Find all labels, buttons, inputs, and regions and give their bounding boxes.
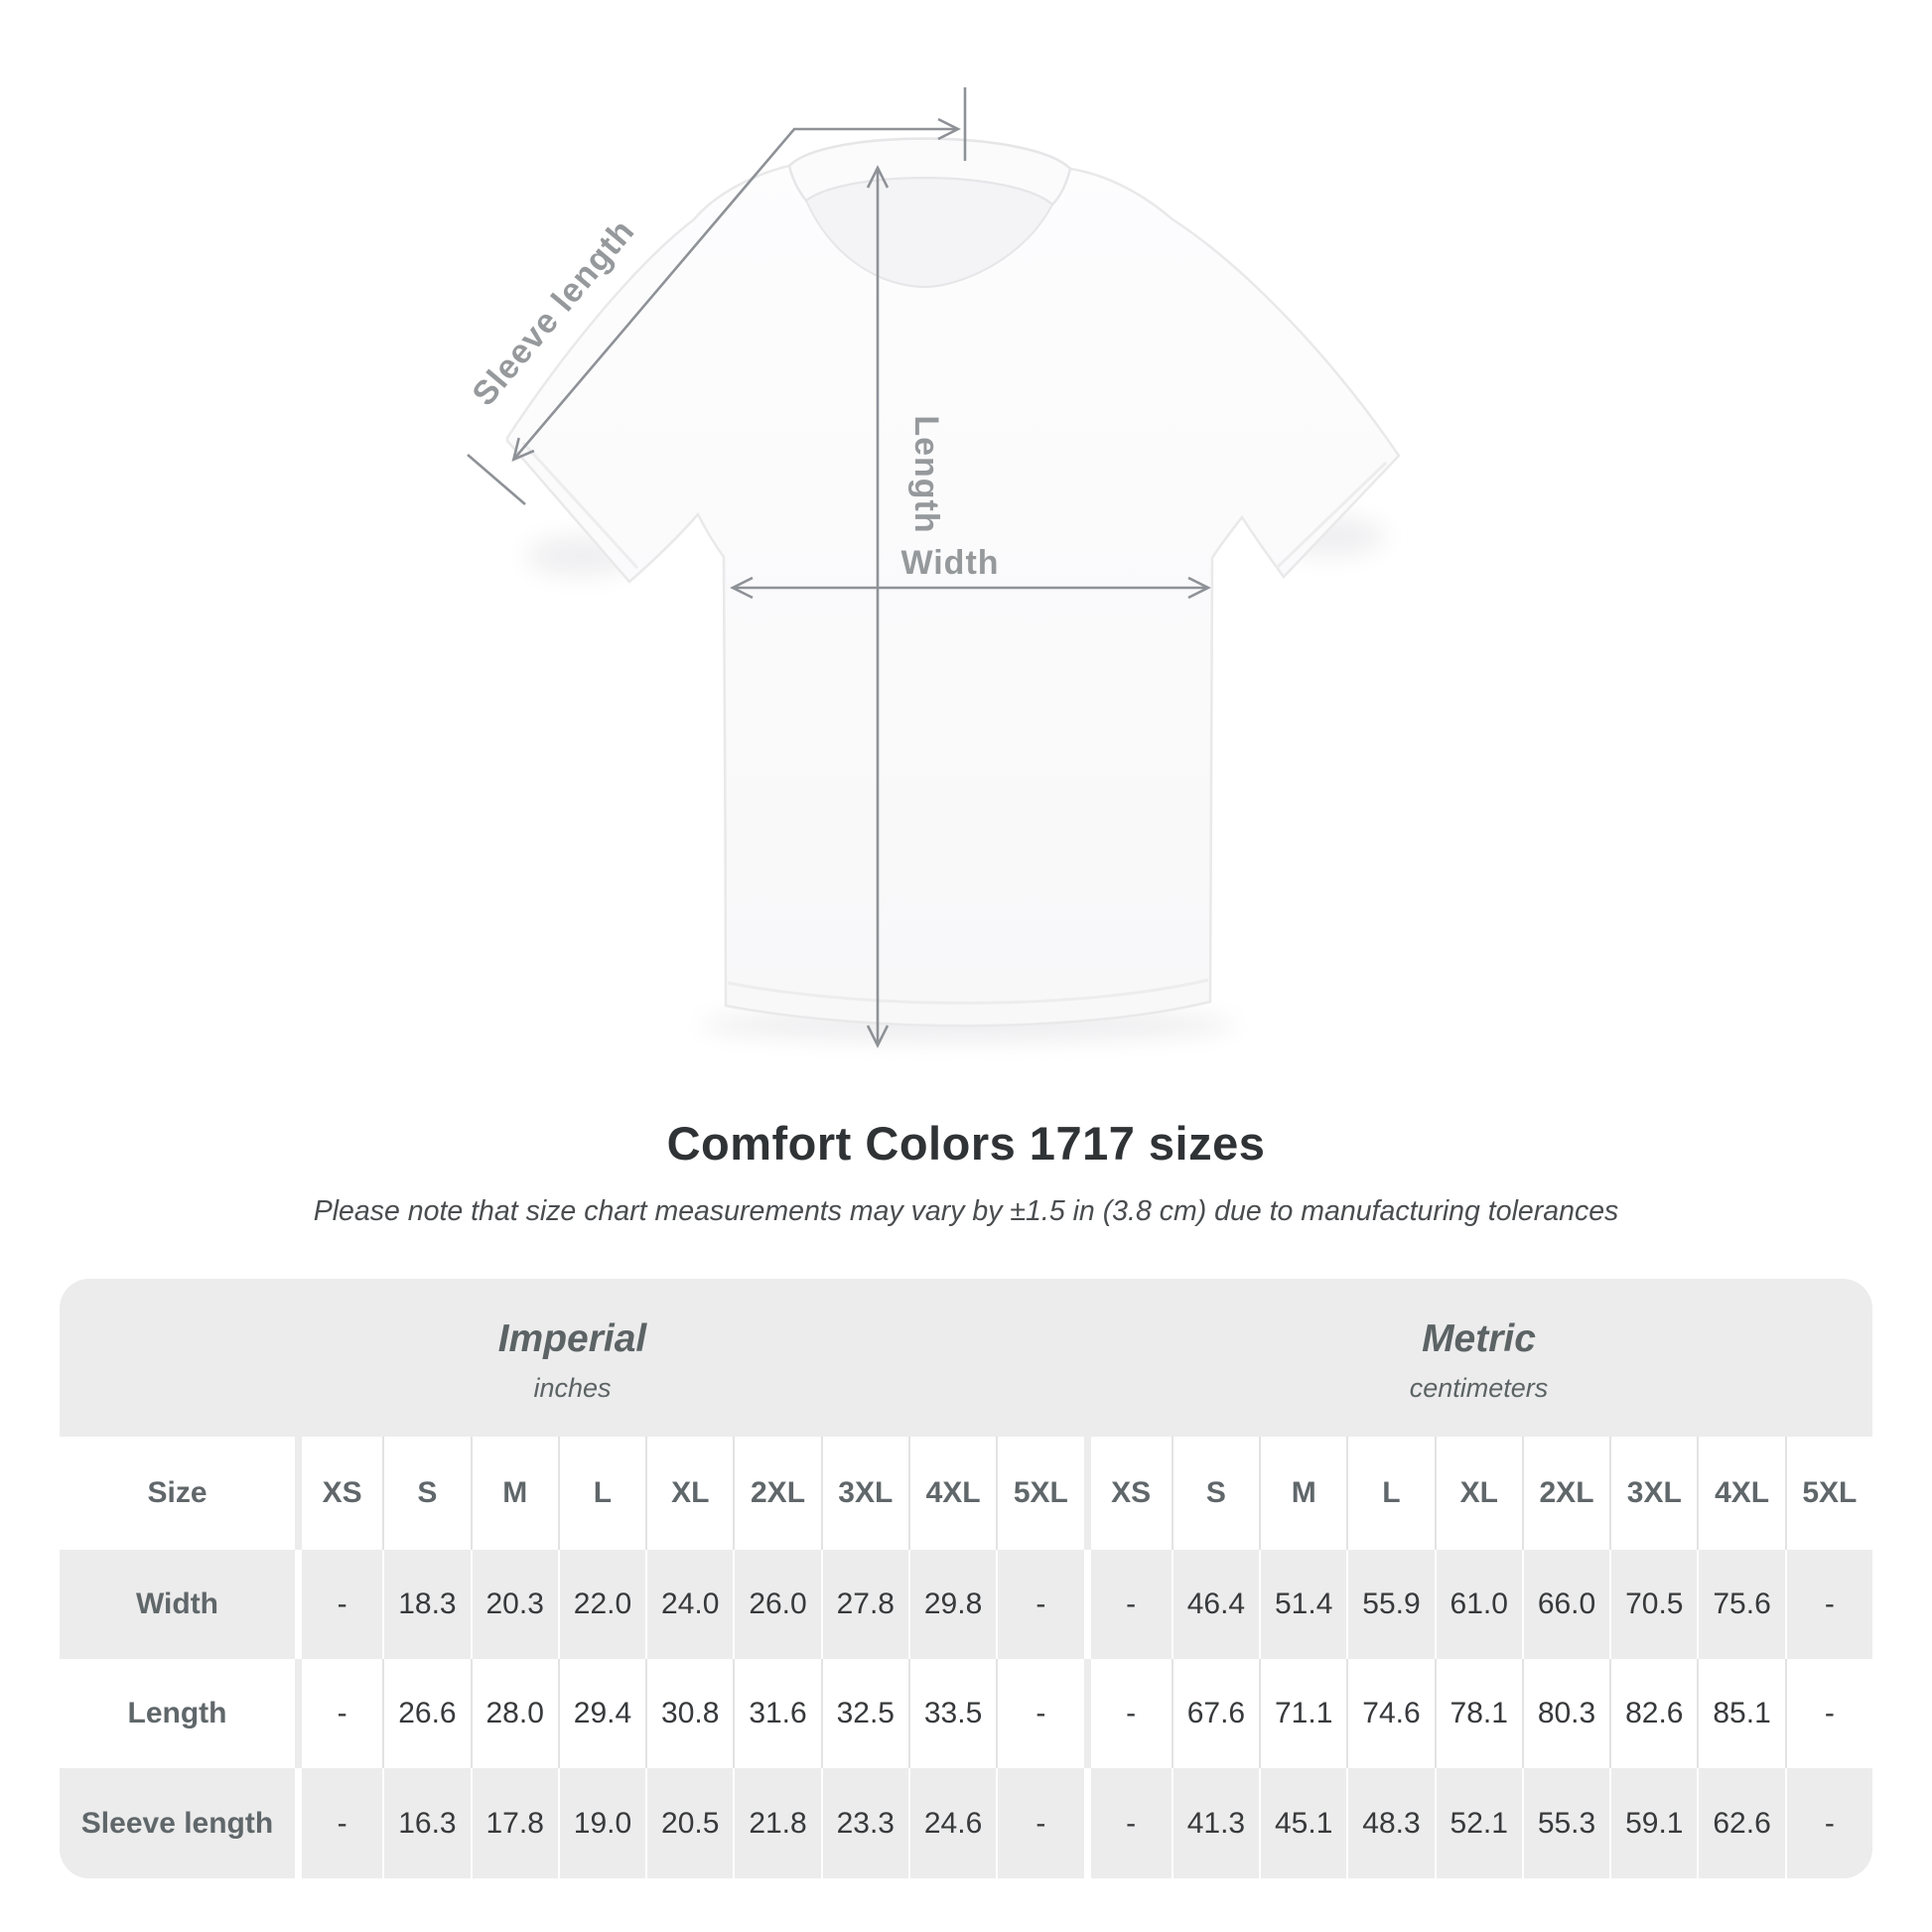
value-cell: 59.1 (1609, 1768, 1698, 1878)
value-cell: 18.3 (382, 1550, 471, 1659)
value-cell: 29.4 (557, 1659, 646, 1768)
sleeve-length-arrow (511, 117, 961, 462)
value-cell: 48.3 (1346, 1768, 1435, 1878)
value-cell: 20.3 (470, 1550, 558, 1659)
imperial-title: Imperial (497, 1317, 647, 1360)
value-cell: 16.3 (382, 1768, 471, 1878)
tolerance-note: Please note that size chart measurements… (313, 1195, 1619, 1227)
value-cell: - (1083, 1768, 1172, 1878)
value-cell: 45.1 (1259, 1768, 1347, 1878)
length-label: Length (907, 415, 945, 533)
size-col-header: Size (60, 1437, 295, 1550)
value-cell: 33.5 (907, 1659, 997, 1768)
value-cell: 26.6 (382, 1659, 471, 1768)
value-cell: 55.3 (1521, 1768, 1610, 1878)
size-table: Imperial inches Metric centimeters Size X… (60, 1279, 1872, 1878)
value-cell: 74.6 (1346, 1659, 1435, 1768)
value-cell: - (295, 1768, 383, 1878)
value-cell: 55.9 (1346, 1550, 1435, 1659)
size-header-cell: 2XL (1521, 1437, 1610, 1550)
size-header-cell: 4XL (907, 1437, 997, 1550)
size-chart-title: Comfort Colors 1717 sizes (666, 1117, 1266, 1170)
size-header-cell: 3XL (820, 1437, 908, 1550)
value-cell: - (1083, 1659, 1172, 1768)
width-label: Width (900, 544, 999, 582)
value-cell: 66.0 (1521, 1550, 1610, 1659)
value-cell: - (295, 1550, 383, 1659)
value-cell: 61.0 (1434, 1550, 1522, 1659)
row-label: Length (60, 1659, 295, 1768)
value-cell: - (295, 1659, 383, 1768)
size-header-cell: 4XL (1697, 1437, 1785, 1550)
unit-header-band: Imperial inches Metric centimeters (60, 1279, 1872, 1437)
value-cell: 22.0 (557, 1550, 646, 1659)
value-cell: 23.3 (820, 1768, 908, 1878)
value-cell: 51.4 (1259, 1550, 1347, 1659)
size-header-cell: 5XL (996, 1437, 1084, 1550)
value-cell: 32.5 (820, 1659, 908, 1768)
value-cell: 31.6 (733, 1659, 821, 1768)
size-header-cell: 3XL (1609, 1437, 1698, 1550)
value-cell: 17.8 (470, 1768, 558, 1878)
value-cell: - (1784, 1768, 1872, 1878)
value-cell: 29.8 (907, 1550, 997, 1659)
metric-title: Metric (1422, 1317, 1536, 1360)
value-cell: - (1784, 1550, 1872, 1659)
tshirt-graphic (505, 137, 1401, 1028)
size-header-cell: M (1259, 1437, 1347, 1550)
value-cell: - (1784, 1659, 1872, 1768)
value-cell: 80.3 (1521, 1659, 1610, 1768)
sleeve-end-tick (467, 454, 526, 505)
value-cell: 24.6 (907, 1768, 997, 1878)
value-cell: 19.0 (557, 1768, 646, 1878)
size-header-cell: M (470, 1437, 558, 1550)
value-cell: - (996, 1768, 1084, 1878)
unit-header-metric: Metric centimeters (1085, 1279, 1872, 1437)
value-cell: 78.1 (1434, 1659, 1522, 1768)
value-cell: 85.1 (1697, 1659, 1785, 1768)
value-cell: 30.8 (645, 1659, 734, 1768)
size-header-cell: XS (1083, 1437, 1172, 1550)
size-header-cell: XS (295, 1437, 383, 1550)
value-cell: 46.4 (1171, 1550, 1260, 1659)
size-header-cell: S (1171, 1437, 1260, 1550)
value-cell: 82.6 (1609, 1659, 1698, 1768)
value-cell: 20.5 (645, 1768, 734, 1878)
value-cell: 67.6 (1171, 1659, 1260, 1768)
tshirt-diagram: Sleeve length Length Width (465, 87, 1401, 1048)
imperial-subtitle: inches (533, 1373, 612, 1403)
row-label: Sleeve length (60, 1768, 295, 1878)
unit-header-imperial: Imperial inches (60, 1279, 1085, 1437)
value-cell: 75.6 (1697, 1550, 1785, 1659)
value-cell: 27.8 (820, 1550, 908, 1659)
size-table-grid: Size XS S M L XL 2XL 3XL 4XL 5XL XS S M L XL 2XL 3XL 4XL 5… (60, 1437, 1872, 1878)
size-header-cell: 5XL (1784, 1437, 1872, 1550)
value-cell: 26.0 (733, 1550, 821, 1659)
value-cell: 21.8 (733, 1768, 821, 1878)
row-label: Width (60, 1550, 295, 1659)
size-header-cell: L (557, 1437, 646, 1550)
size-header-cell: XL (1434, 1437, 1522, 1550)
value-cell: 52.1 (1434, 1768, 1522, 1878)
value-cell: 41.3 (1171, 1768, 1260, 1878)
size-header-cell: XL (645, 1437, 734, 1550)
size-header-cell: S (382, 1437, 471, 1550)
value-cell: - (996, 1659, 1084, 1768)
value-cell: 28.0 (470, 1659, 558, 1768)
value-cell: 62.6 (1697, 1768, 1785, 1878)
value-cell: 71.1 (1259, 1659, 1347, 1768)
value-cell: - (1083, 1550, 1172, 1659)
value-cell: 70.5 (1609, 1550, 1698, 1659)
value-cell: - (996, 1550, 1084, 1659)
value-cell: 24.0 (645, 1550, 734, 1659)
size-header-cell: 2XL (733, 1437, 821, 1550)
metric-subtitle: centimeters (1409, 1373, 1549, 1403)
size-header-cell: L (1346, 1437, 1435, 1550)
